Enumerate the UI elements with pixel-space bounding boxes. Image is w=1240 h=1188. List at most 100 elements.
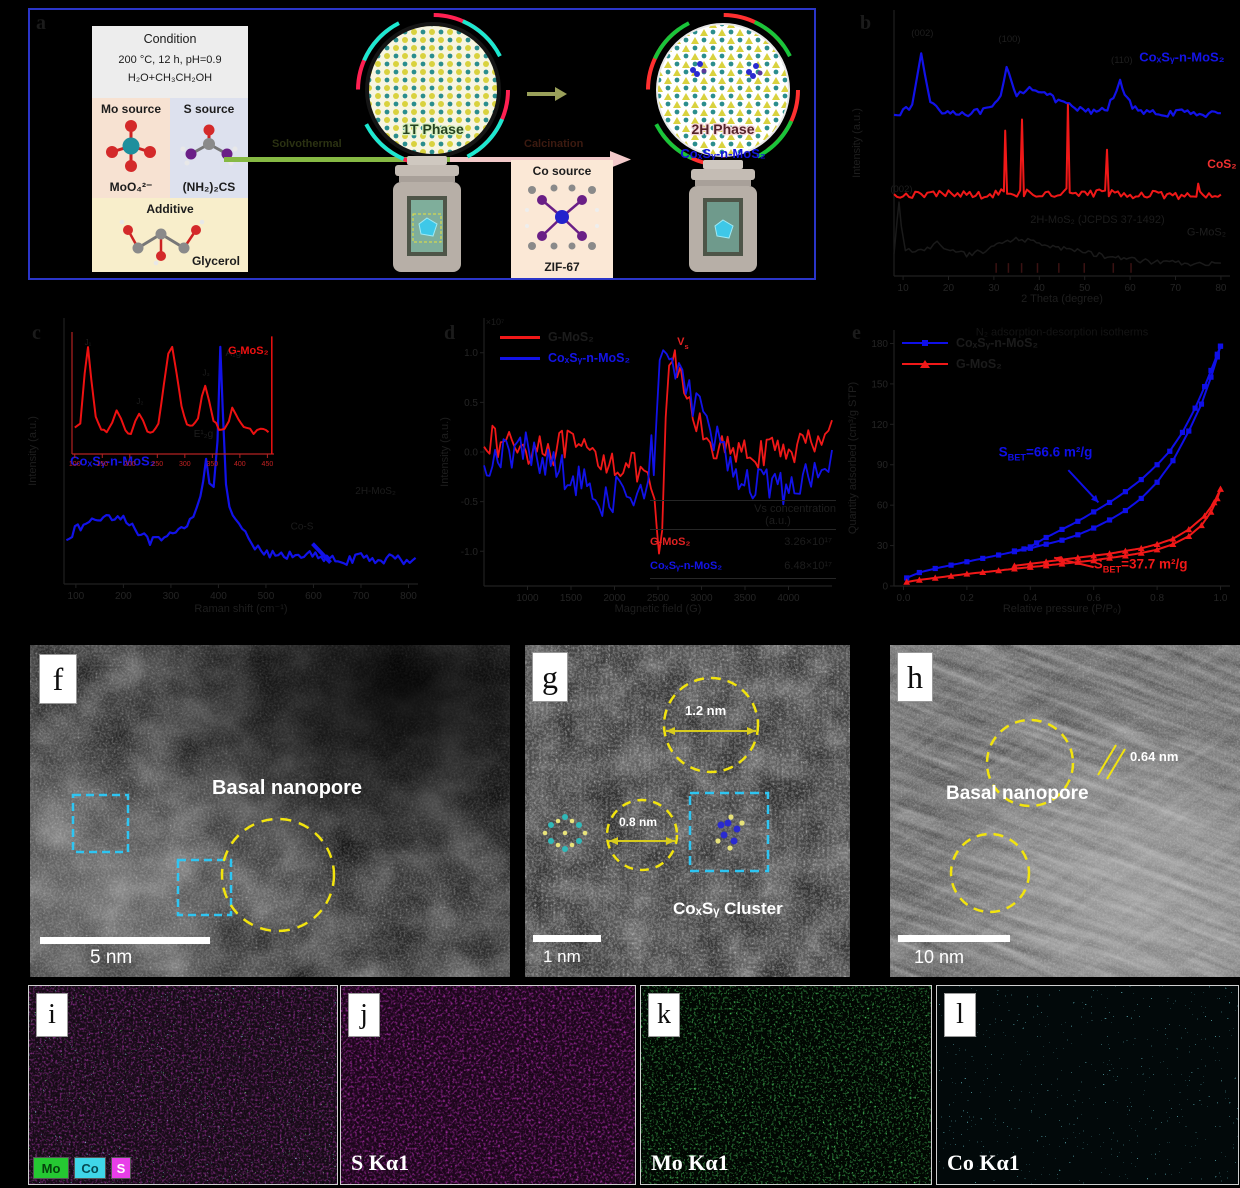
panel-g-letter: g xyxy=(542,658,558,695)
svg-text:J₁: J₁ xyxy=(85,338,92,347)
svg-text:Intensity (a.u.): Intensity (a.u.) xyxy=(851,108,863,178)
step1-label: Solvothermal xyxy=(272,138,342,150)
coxsy-cluster-model-icon xyxy=(715,814,745,851)
svg-text:800: 800 xyxy=(400,591,417,602)
bet-legend-red-swatch xyxy=(902,360,948,368)
svg-text:-1.0: -1.0 xyxy=(461,547,479,558)
svg-text:90: 90 xyxy=(877,460,889,471)
svg-text:G-MoS₂: G-MoS₂ xyxy=(228,345,268,357)
epr-table: Vs concentration (a.u.) G-MoS₂ 3.26×10¹⁷… xyxy=(650,500,836,579)
panel-k-letter-chip: k xyxy=(649,994,679,1036)
svg-text:2 Theta (degree): 2 Theta (degree) xyxy=(1021,293,1103,305)
panel-i-letter: i xyxy=(48,999,56,1030)
svg-text:350: 350 xyxy=(207,461,219,468)
svg-text:0.0: 0.0 xyxy=(464,448,478,459)
svg-text:4000: 4000 xyxy=(777,593,800,604)
svg-text:J₃: J₃ xyxy=(202,369,209,378)
panel-g: g 1.2 nm 0.8 nm CoₓSᵧ Cluster 1 nm xyxy=(525,645,850,977)
condition-title: Condition xyxy=(143,32,197,46)
annotations-h xyxy=(898,718,1126,942)
coxsy-box-2 xyxy=(176,858,233,917)
panel-l-letter-chip: l xyxy=(945,994,975,1036)
svg-text:1500: 1500 xyxy=(560,593,583,604)
autoclave-2 xyxy=(689,160,757,272)
epr-table-row1-value: 3.26×10¹⁷ xyxy=(784,536,832,548)
svg-text:Relative pressure (P/P₀): Relative pressure (P/P₀) xyxy=(1003,603,1121,615)
stem-texture-f xyxy=(30,645,510,977)
svg-text:0.8: 0.8 xyxy=(1150,593,1164,604)
co-legend-chip: Co xyxy=(75,1158,105,1178)
epr-table-header2: (a.u.) xyxy=(765,515,791,527)
1t-phase-circle: 1T Phase xyxy=(356,13,510,167)
svg-text:60: 60 xyxy=(877,501,889,512)
bet-chart: 0.0 0.2 0.4 0.6 0.8 1.0 0 30 60 90 120 150 180 Relati… xyxy=(847,326,1230,615)
epr-chart: 1000 1500 2000 2500 3000 3500 4000 -1.0 -0.5 0.0 0… xyxy=(439,317,833,615)
svg-text:0: 0 xyxy=(882,582,888,593)
scalebar-h xyxy=(898,935,1010,942)
svg-text:E¹₂g: E¹₂g xyxy=(194,429,213,440)
panel-j-letter-chip: j xyxy=(349,994,379,1036)
bet-legend-blue-label: CoₓSᵧ-n-MoS₂ xyxy=(956,336,1039,350)
svg-text:40: 40 xyxy=(1034,283,1046,294)
epr-legend-blue-swatch xyxy=(500,356,540,360)
svg-text:700: 700 xyxy=(353,591,370,602)
stem-texture-g xyxy=(525,645,850,977)
panel-i-letter-chip: i xyxy=(37,994,67,1036)
epr-legend-red-label: G-MoS₂ xyxy=(548,330,594,344)
basal-nanopore-label-f: Basal nanopore xyxy=(212,777,363,799)
pore-circle-1-2nm xyxy=(662,676,760,774)
xrd-chart: 10 20 30 40 50 60 70 80 2 Theta (degree) Intensit… xyxy=(851,10,1237,305)
svg-text:30: 30 xyxy=(988,283,1000,294)
svg-text:600: 600 xyxy=(305,591,322,602)
panel-l-letter: l xyxy=(956,999,964,1030)
co-source-name: ZIF-67 xyxy=(544,260,580,274)
bet-legend-red-label: G-MoS₂ xyxy=(956,357,1002,371)
svg-text:150: 150 xyxy=(96,461,108,468)
eds-overlay-texture xyxy=(29,986,337,1184)
svg-text:200: 200 xyxy=(124,461,136,468)
svg-text:(002): (002) xyxy=(911,28,933,39)
2h-phase-label: 2H Phase xyxy=(691,121,754,137)
panel-f: f Basal nanopore 5 nm xyxy=(30,645,510,977)
epr-legend-blue-label: CoₓSᵧ-n-MoS₂ xyxy=(548,351,631,365)
panel-g-letter-chip: g xyxy=(533,653,567,701)
svg-text:500: 500 xyxy=(258,591,275,602)
svg-text:SBET=37.7 m²/g: SBET=37.7 m²/g xyxy=(1094,556,1188,574)
co-source-card: Co source ZIF-67 xyxy=(511,160,613,278)
svg-text:Raman shift (cm⁻¹): Raman shift (cm⁻¹) xyxy=(194,603,287,615)
svg-text:1.0: 1.0 xyxy=(1214,593,1228,604)
mo-legend-chip: Mo xyxy=(34,1158,68,1178)
panel-c-label: c xyxy=(32,322,41,344)
svg-text:70: 70 xyxy=(1170,283,1182,294)
svg-text:(110): (110) xyxy=(1111,55,1132,66)
1t-phase-label: 1T Phase xyxy=(402,121,464,137)
bet-legend-blue-swatch xyxy=(902,340,948,346)
scalebar-g xyxy=(533,935,601,942)
coxsy-box-1 xyxy=(71,793,130,854)
scale-label-g: 1 nm xyxy=(543,947,581,966)
svg-text:0.6: 0.6 xyxy=(1087,593,1101,604)
molybdate-molecule-icon xyxy=(106,120,156,172)
svg-text:(002): (002) xyxy=(890,184,912,195)
additive-name: Glycerol xyxy=(191,254,240,268)
svg-text:(100): (100) xyxy=(998,34,1020,45)
coxsy-cluster-dots xyxy=(690,61,763,79)
hrtem-texture-h xyxy=(890,645,1240,977)
panel-f-letter-chip: f xyxy=(40,655,76,703)
svg-text:2H-MoS₂ (JCPDS 37-1492): 2H-MoS₂ (JCPDS 37-1492) xyxy=(1030,214,1164,226)
svg-text:2000: 2000 xyxy=(603,593,626,604)
svg-text:10: 10 xyxy=(898,283,910,294)
scale-label-f: 5 nm xyxy=(90,947,133,968)
svg-text:×10⁷: ×10⁷ xyxy=(486,317,505,327)
cluster-label: CoₓSᵧ Cluster xyxy=(673,899,783,918)
cluster-box xyxy=(688,791,770,873)
additive-cell: Additive Glycerol xyxy=(92,198,248,272)
co-map-label: Co Kα1 xyxy=(947,1150,1020,1175)
svg-text:CoS₂: CoS₂ xyxy=(1207,157,1236,171)
svg-text:3000: 3000 xyxy=(690,593,713,604)
svg-text:N₂ adsorption-desorption isoth: N₂ adsorption-desorption isotherms xyxy=(976,326,1149,338)
svg-text:400: 400 xyxy=(234,461,246,468)
svg-text:0.5: 0.5 xyxy=(464,398,478,409)
panel-k: k Mo Kα1 xyxy=(640,985,932,1185)
